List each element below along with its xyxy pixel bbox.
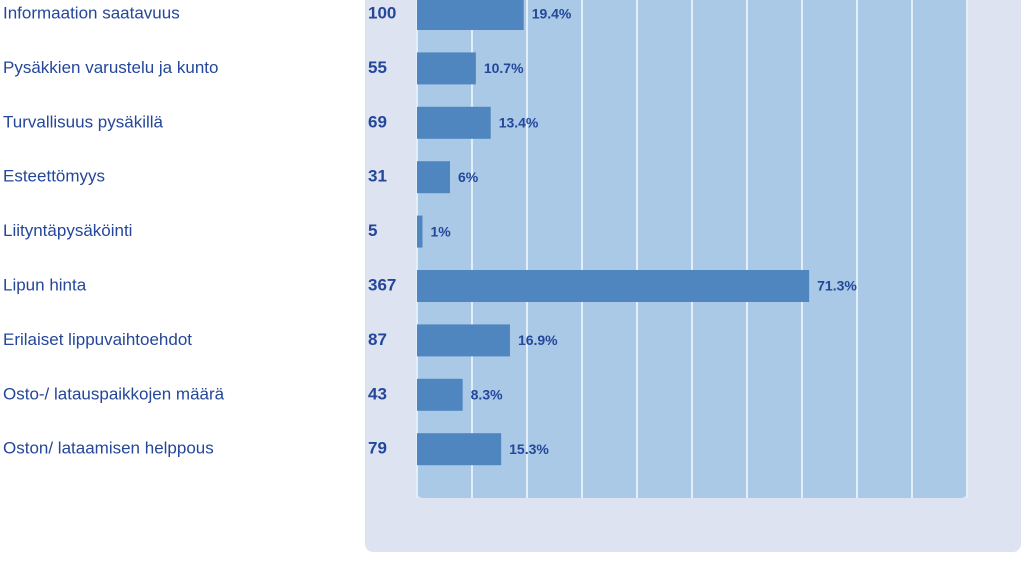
count-label: 367 bbox=[368, 275, 396, 294]
category-label: Esteettömyys bbox=[3, 167, 105, 186]
bar bbox=[417, 106, 491, 139]
count-label: 55 bbox=[368, 58, 387, 77]
category-label: Liityntäpysäköinti bbox=[3, 221, 132, 240]
value-label: 19.4% bbox=[532, 6, 572, 22]
count-label: 31 bbox=[368, 167, 387, 186]
count-label: 100 bbox=[368, 3, 396, 22]
count-label: 79 bbox=[368, 439, 387, 458]
category-label: Erilaiset lippuvaihtoehdot bbox=[3, 330, 192, 349]
category-label: Turvallisuus pysäkillä bbox=[3, 112, 164, 131]
value-label: 15.3% bbox=[509, 441, 549, 457]
count-label: 87 bbox=[368, 330, 387, 349]
value-label: 16.9% bbox=[518, 332, 558, 348]
count-label: 5 bbox=[368, 221, 377, 240]
bar bbox=[417, 215, 423, 248]
count-label: 69 bbox=[368, 112, 387, 131]
category-label: Osto-/ latauspaikkojen määrä bbox=[3, 384, 225, 403]
bar bbox=[417, 378, 463, 411]
bar bbox=[417, 324, 510, 357]
bar bbox=[417, 433, 502, 466]
bar bbox=[417, 52, 476, 85]
category-label: Pysäkkien varustelu ja kunto bbox=[3, 58, 218, 77]
category-label: Informaation saatavuus bbox=[3, 3, 180, 22]
category-label: Oston/ lataamisen helppous bbox=[3, 439, 214, 458]
count-label: 43 bbox=[368, 384, 387, 403]
value-label: 71.3% bbox=[817, 278, 857, 294]
value-label: 6% bbox=[458, 169, 479, 185]
bar bbox=[417, 161, 450, 194]
bar bbox=[417, 270, 810, 302]
bar bbox=[417, 0, 524, 30]
value-label: 10.7% bbox=[484, 60, 524, 76]
category-label: Lipun hinta bbox=[3, 275, 87, 294]
value-label: 13.4% bbox=[499, 115, 539, 131]
value-label: 1% bbox=[431, 223, 452, 239]
value-label: 8.3% bbox=[471, 387, 503, 403]
